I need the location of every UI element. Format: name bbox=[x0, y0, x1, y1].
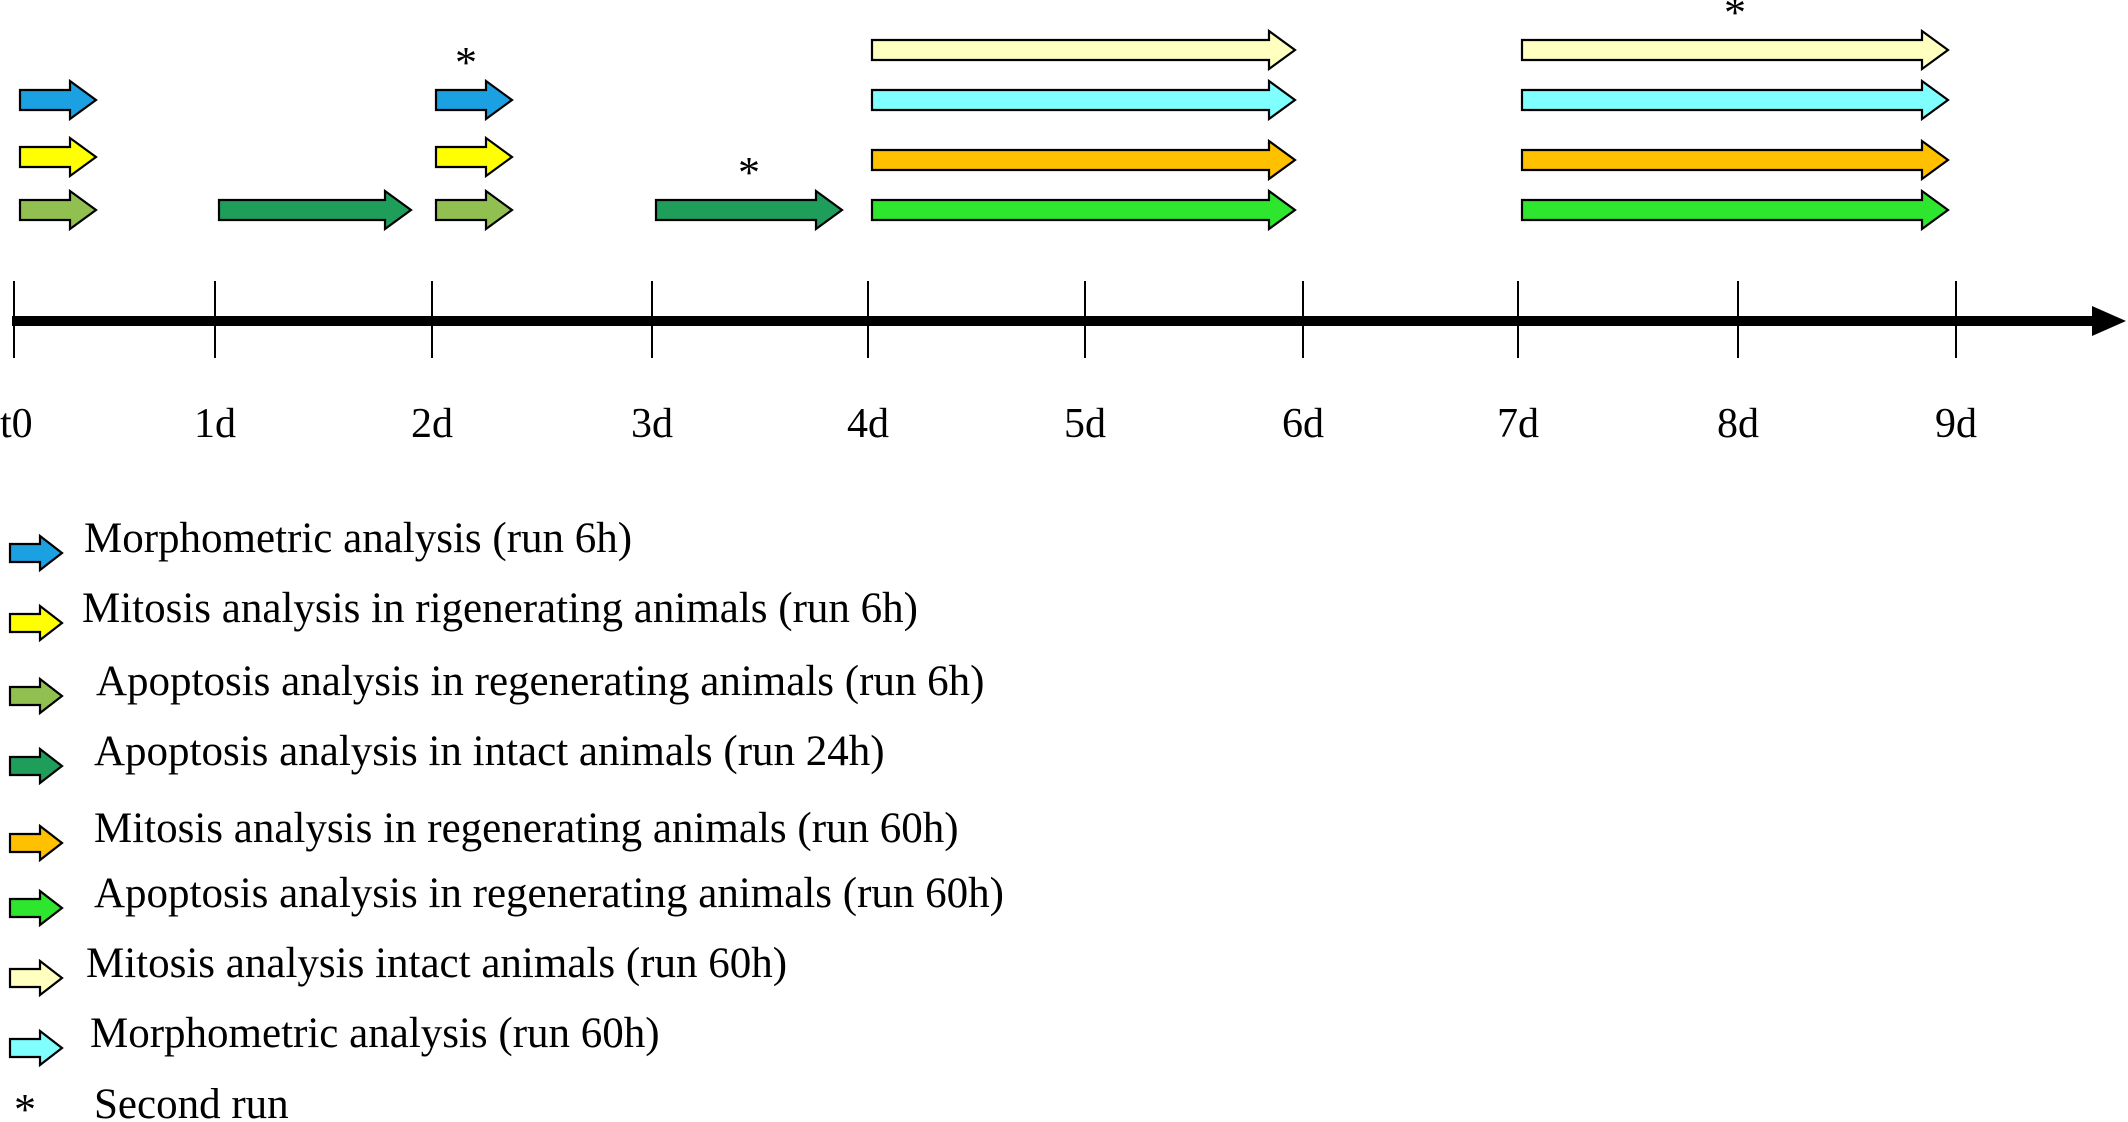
run-arrow-morphometric-60h bbox=[870, 78, 1297, 122]
legend-arrow-apoptosis-regen-60h bbox=[8, 888, 64, 928]
run-arrow-apoptosis-regen-6h bbox=[18, 188, 98, 232]
second-run-marker: * bbox=[1724, 0, 1746, 37]
run-arrow-mitosis-intact-60h bbox=[1520, 28, 1950, 72]
axis-arrowhead bbox=[2092, 306, 2126, 336]
tick-label-8d: 8d bbox=[1717, 401, 1759, 447]
timeline-axis bbox=[12, 306, 2126, 336]
legend-arrow-morphometric-6h bbox=[8, 533, 64, 573]
run-arrow-mitosis-regen-6h bbox=[18, 135, 98, 179]
run-arrow-apoptosis-regen-6h bbox=[434, 188, 514, 232]
tick-label-2d: 2d bbox=[411, 401, 453, 447]
run-arrow-apoptosis-intact-24h bbox=[217, 188, 413, 232]
run-arrow-morphometric-6h bbox=[18, 78, 98, 122]
run-arrow-morphometric-6h bbox=[434, 78, 514, 122]
legend-arrow-morphometric-60h bbox=[8, 1028, 64, 1068]
tick-label-7d: 7d bbox=[1497, 401, 1539, 447]
tick-label-1d: 1d bbox=[194, 401, 236, 447]
legend-arrow-mitosis-regen-6h bbox=[8, 603, 64, 643]
legend-label: Apoptosis analysis in intact animals (ru… bbox=[94, 728, 885, 775]
timeline-ticks: t0 1d 2d 3d 4d 5d 6d 7d 8d 9d bbox=[0, 281, 1977, 447]
run-arrow-apoptosis-regen-60h bbox=[870, 188, 1297, 232]
second-run-marker: * bbox=[455, 38, 477, 87]
legend-arrow-apoptosis-regen-6h bbox=[8, 676, 64, 716]
run-arrow-mitosis-regen-60h bbox=[1520, 138, 1950, 182]
tick-label-5d: 5d bbox=[1064, 401, 1106, 447]
legend: Morphometric analysis (run 6h) Mitosis an… bbox=[8, 515, 1004, 1122]
run-arrow-mitosis-intact-60h bbox=[870, 28, 1297, 72]
legend-label: Morphometric analysis (run 60h) bbox=[90, 1010, 660, 1057]
legend-arrow-apoptosis-intact-24h bbox=[8, 746, 64, 786]
second-run-marker: * bbox=[738, 148, 760, 197]
run-arrow-morphometric-60h bbox=[1520, 78, 1950, 122]
tick-label-4d: 4d bbox=[847, 401, 889, 447]
legend-arrow-mitosis-intact-60h bbox=[8, 958, 64, 998]
tick-label-t0: t0 bbox=[0, 401, 33, 447]
run-arrow-apoptosis-intact-24h bbox=[654, 188, 844, 232]
run-arrow-apoptosis-regen-60h bbox=[1520, 188, 1950, 232]
run-arrow-mitosis-regen-60h bbox=[870, 138, 1297, 182]
legend-label: Mitosis analysis in regenerating animals… bbox=[94, 805, 959, 852]
legend-label: Morphometric analysis (run 6h) bbox=[84, 515, 632, 562]
tick-label-3d: 3d bbox=[631, 401, 673, 447]
legend-second-run-label: Second run bbox=[94, 1081, 289, 1122]
run-arrows: * * * bbox=[18, 0, 1950, 232]
legend-arrow-mitosis-regen-60h bbox=[8, 823, 64, 863]
legend-label: Mitosis analysis in rigenerating animals… bbox=[82, 585, 918, 632]
run-arrow-mitosis-regen-6h bbox=[434, 135, 514, 179]
legend-label: Apoptosis analysis in regenerating anima… bbox=[94, 870, 1004, 917]
tick-label-6d: 6d bbox=[1282, 401, 1324, 447]
tick-label-9d: 9d bbox=[1935, 401, 1977, 447]
legend-label: Mitosis analysis intact animals (run 60h… bbox=[86, 940, 787, 987]
legend-label: Apoptosis analysis in regenerating anima… bbox=[96, 658, 984, 705]
legend-second-run-symbol: * bbox=[14, 1085, 36, 1122]
